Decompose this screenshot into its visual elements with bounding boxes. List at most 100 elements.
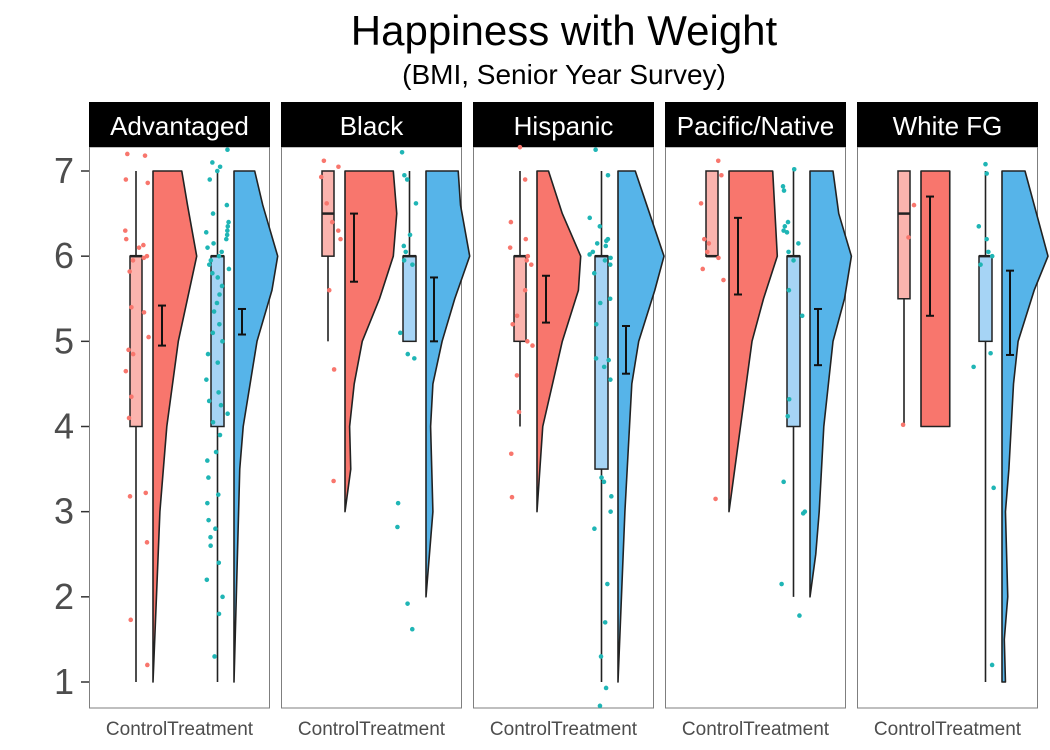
treatment-data-point [602,620,608,625]
treatment-data-point [605,581,610,587]
control-data-point [136,245,142,250]
control-box [897,170,911,300]
facet-strip-label: Pacific/Native [677,111,835,141]
treatment-data-point [403,249,409,255]
control-data-point [125,151,130,157]
treatment-data-point [983,161,988,167]
treatment-data-point [782,224,788,229]
control-data-point [524,258,529,263]
treatment-data-point [785,219,791,225]
control-data-point [698,201,704,206]
treatment-data-point [991,485,996,491]
treatment-violin [617,170,665,683]
control-data-point [142,153,148,158]
facet-strip [89,102,270,147]
control-data-point [141,255,147,261]
treatment-data-point [594,241,600,246]
treatment-data-point [786,396,792,402]
x-tick-labels: ControlTreatment [298,719,446,740]
treatment-data-point [215,275,221,280]
treatment-data-point [205,351,211,357]
treatment-data-point [210,270,215,276]
control-data-point [701,236,707,242]
treatment-data-point [607,262,613,267]
control-data-point [321,158,327,164]
treatment-data-point [397,330,403,336]
treatment-data-point [791,166,797,172]
treatment-data-point [225,411,230,417]
treatment-data-point [404,177,410,182]
treatment-box [978,255,993,343]
treatment-data-point [214,168,220,174]
facet-strip [281,102,462,147]
control-data-point [145,662,150,668]
x-tick-labels: ControlTreatment [874,719,1022,740]
treatment-data-point [781,188,787,193]
facet-panel: Advantaged ControlTreatment [89,102,279,740]
treatment-data-point [216,560,222,566]
treatment-data-point [587,252,592,257]
treatment-data-point [216,390,221,395]
y-tick-label: 1 [54,661,74,702]
treatment-data-point [606,357,611,363]
treatment-data-point [779,581,784,587]
control-data-point [129,304,134,310]
treatment-data-point [989,662,995,668]
facet-strip-label: Advantaged [110,111,249,141]
treatment-data-point [593,322,599,327]
treatment-data-point [601,479,607,485]
treatment-data-point [214,300,220,306]
treatment-data-point [784,230,790,235]
treatment-data-point [791,258,796,263]
treatment-data-point [402,172,407,178]
treatment-data-point [604,238,609,244]
treatment-data-point [215,492,221,497]
facet-strip [473,102,654,147]
treatment-data-point [210,160,215,165]
treatment-data-point [786,249,791,255]
treatment-data-point [208,258,214,263]
treatment-data-point [216,611,222,617]
control-data-point [704,249,710,255]
control-data-point [141,242,146,248]
control-data-point [522,177,528,182]
treatment-data-point [395,500,401,506]
control-data-point [510,322,516,327]
control-data-point [127,269,132,274]
control-data-point [525,339,530,344]
treatment-data-point [603,243,609,249]
treatment-data-point [405,351,411,357]
control-data-point [331,367,337,372]
treatment-data-point [213,526,218,531]
facet-strip-label: Hispanic [514,111,614,141]
control-data-point [528,262,534,267]
treatment-data-point [217,432,223,438]
control-data-point [336,164,341,170]
control-data-point [123,368,129,374]
treatment-data-point [220,339,225,344]
facet-panel: Pacific/Native ControlTreatment [665,102,853,740]
treatment-box [402,255,417,343]
treatment-data-point [984,236,989,242]
treatment-data-point [205,500,210,506]
treatment-data-point [608,509,613,514]
treatment-data-point [215,360,221,365]
treatment-data-point [395,524,400,530]
treatment-data-point [401,243,407,249]
treatment-data-point [797,613,802,618]
treatment-data-point [225,147,230,153]
treatment-data-point [210,211,216,216]
treatment-data-point [786,287,792,293]
control-data-point [130,351,136,357]
treatment-data-point [224,232,230,238]
treatment-data-point [602,258,608,263]
treatment-data-point [989,253,995,259]
y-tick-label: 6 [54,235,74,276]
treatment-data-point [409,626,415,632]
control-data-point [123,236,129,242]
control-data-point [700,266,706,272]
treatment-data-point [593,147,598,153]
control-data-point [318,174,324,180]
y-tick-label: 7 [54,150,74,191]
treatment-data-point [208,534,213,540]
